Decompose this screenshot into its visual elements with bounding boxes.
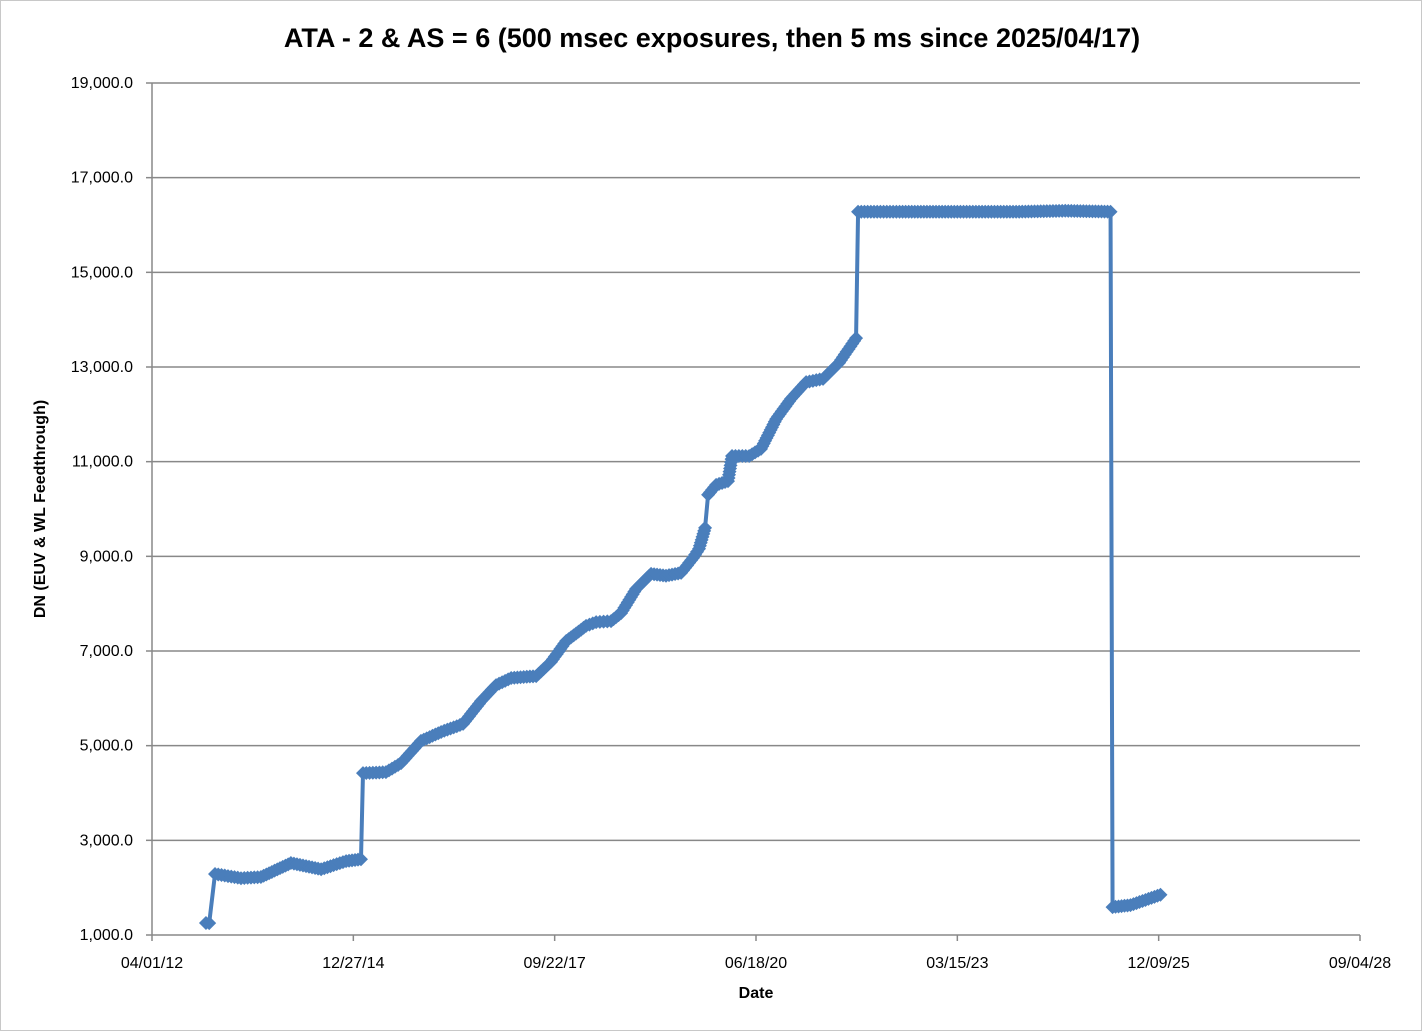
x-tick-label: 12/27/14 <box>322 955 384 972</box>
chart-title: ATA - 2 & AS = 6 (500 msec exposures, th… <box>283 23 1141 53</box>
y-tick-label: 17,000.0 <box>71 170 133 187</box>
data-point-marker <box>698 520 713 535</box>
y-axis-label: DN (EUV & WL Feedthrough) <box>32 399 49 619</box>
x-axis-label: Date <box>738 985 774 1002</box>
y-tick-label: 13,000.0 <box>71 359 133 376</box>
x-tick-label: 06/18/20 <box>725 955 787 972</box>
data-point-marker <box>1153 887 1168 902</box>
data-point-marker <box>1103 204 1118 219</box>
x-tick-label: 09/22/17 <box>524 955 586 972</box>
y-tick-label: 19,000.0 <box>71 75 133 92</box>
y-tick-label: 1,000.0 <box>80 927 133 944</box>
y-tick-label: 9,000.0 <box>80 548 133 565</box>
x-tick-label: 03/15/23 <box>926 955 988 972</box>
y-tick-label: 7,000.0 <box>80 643 133 660</box>
data-point-marker <box>849 331 864 346</box>
y-tick-label: 5,000.0 <box>80 738 133 755</box>
y-tick-label: 15,000.0 <box>71 264 133 281</box>
data-point-marker <box>353 852 368 867</box>
x-tick-label: 09/04/28 <box>1329 955 1391 972</box>
y-tick-label: 3,000.0 <box>80 832 133 849</box>
x-tick-label: 04/01/12 <box>121 955 183 972</box>
data-point-marker <box>202 916 217 931</box>
y-tick-label: 11,000.0 <box>72 454 133 471</box>
x-tick-label: 12/09/25 <box>1128 955 1190 972</box>
